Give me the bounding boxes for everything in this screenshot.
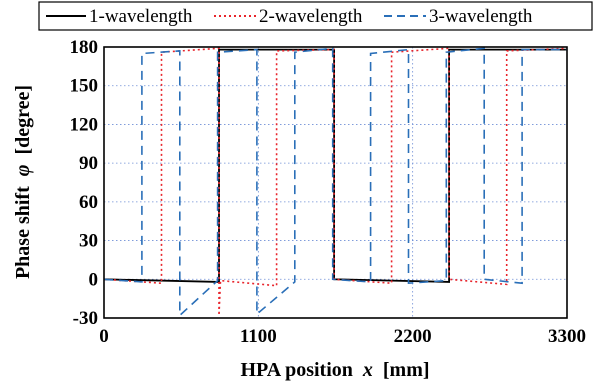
- legend-label-3-wavelength: 3-wavelength: [429, 6, 533, 27]
- y-axis-title: Phase shift φ [degree]: [12, 85, 34, 279]
- y-axis-unit: [degree]: [12, 85, 34, 155]
- y-axis-title-text: Phase shift: [12, 186, 34, 279]
- x-axis-title: HPA position x [mm]: [240, 359, 429, 381]
- y-axis-variable: φ: [12, 165, 34, 177]
- y-tick-label: 180: [70, 37, 99, 58]
- grid: [104, 47, 567, 318]
- y-tick-label: 120: [70, 114, 99, 135]
- legend-label-2-wavelength: 2-wavelength: [259, 6, 363, 27]
- y-tick-label: -30: [73, 308, 98, 329]
- x-tick-label: 3300: [548, 326, 586, 347]
- series-line-3-wavelength: [103, 47, 567, 318]
- y-tick-label: 150: [70, 76, 99, 97]
- plot-frame: [103, 46, 568, 319]
- series-line-2-wavelength: [103, 47, 568, 316]
- legend-box: [38, 1, 593, 31]
- y-tick-label: 0: [89, 269, 99, 290]
- series-group: [103, 47, 568, 318]
- y-tick-labels: -30 0 30 60 90 120 150 180: [70, 37, 99, 329]
- x-axis-title-text: HPA position: [240, 359, 352, 381]
- y-tick-label: 30: [79, 231, 98, 252]
- x-tick-label: 0: [99, 326, 109, 347]
- y-tick-label: 60: [79, 192, 98, 213]
- x-axis-variable: x: [362, 359, 373, 381]
- x-tick-labels: 0 1100 2200 3300: [99, 326, 586, 347]
- legend-label-1-wavelength: 1-wavelength: [89, 6, 193, 27]
- x-tick-label: 2200: [394, 326, 432, 347]
- x-tick-label: 1100: [240, 326, 277, 347]
- y-tick-label: 90: [79, 153, 98, 174]
- legend: 1-wavelength 2-wavelength 3-wavelength: [38, 1, 593, 31]
- x-axis-unit: [mm]: [383, 359, 430, 381]
- series-line-1-wavelength: [103, 48, 567, 283]
